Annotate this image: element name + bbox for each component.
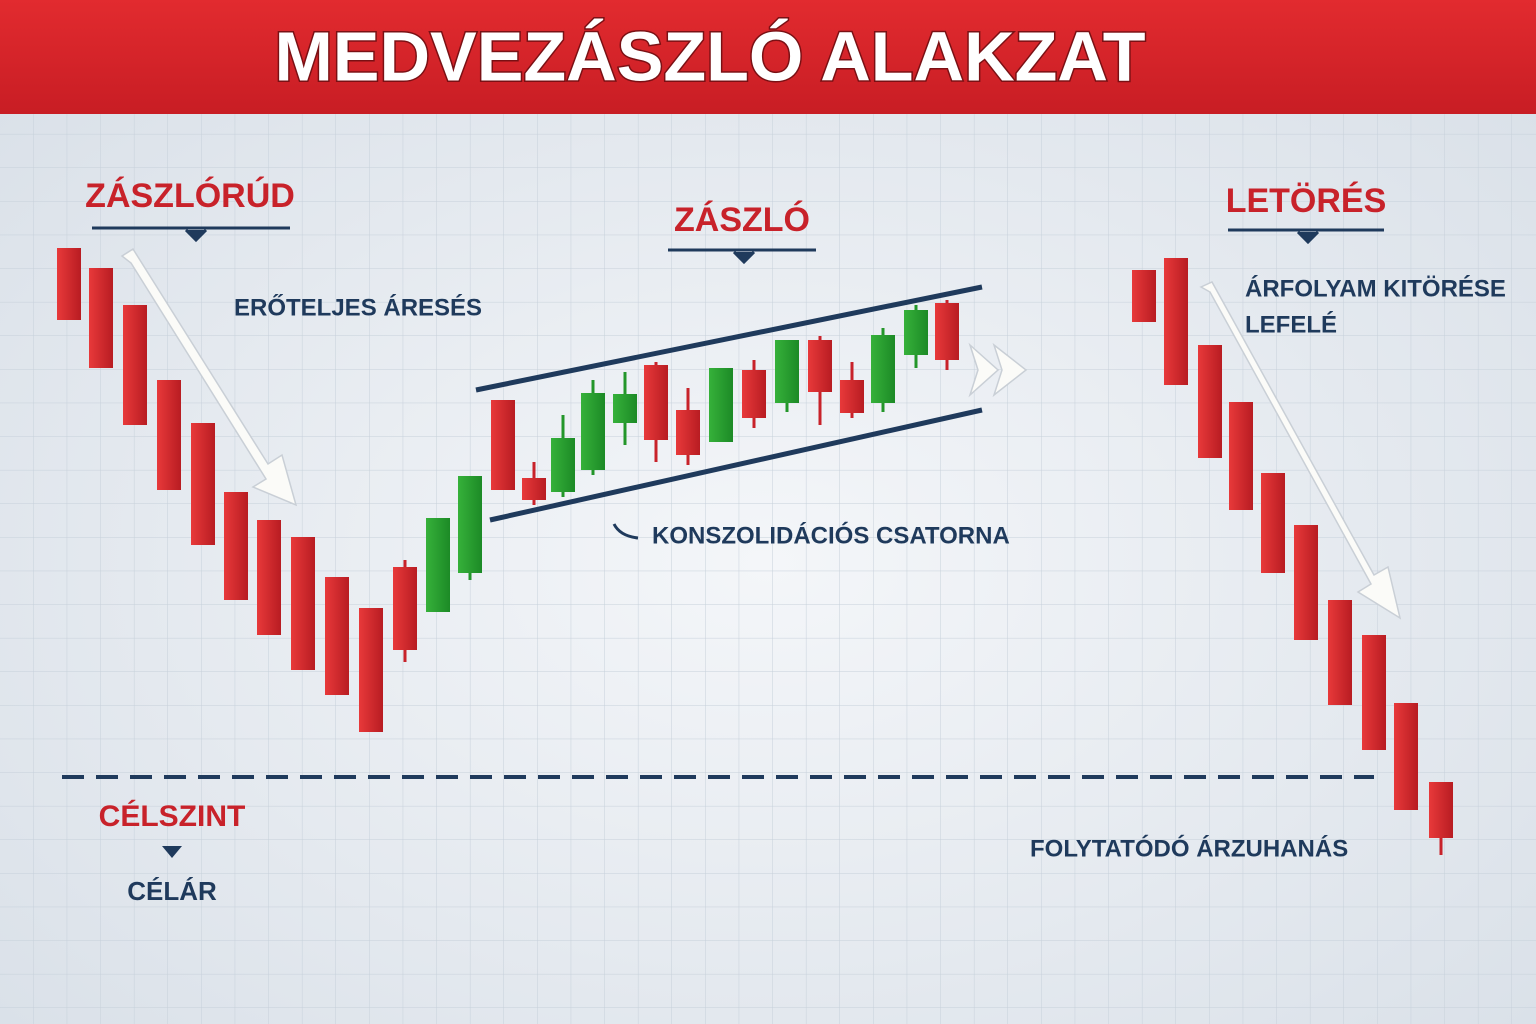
candle-body	[89, 268, 113, 368]
candle-body	[904, 310, 928, 355]
candle-body	[551, 438, 575, 492]
candle-body	[581, 393, 605, 470]
arrows	[120, 247, 1402, 620]
candle-body	[1328, 600, 1352, 705]
candle-body	[1132, 270, 1156, 322]
pole-pointer	[92, 226, 290, 243]
candle-body	[522, 478, 546, 500]
candle-body	[1229, 402, 1253, 510]
breakout-note: ÁRFOLYAM KITÖRÉSE	[1245, 274, 1506, 302]
flag-note-pointer	[612, 523, 639, 540]
candles	[57, 248, 1453, 855]
target-pointer	[162, 846, 182, 858]
candle-body	[291, 537, 315, 670]
candle-body	[1429, 782, 1453, 838]
candle-body	[644, 365, 668, 440]
breakout-pointer	[1228, 228, 1384, 245]
flag-label: ZÁSZLÓ	[674, 201, 810, 239]
candle-body	[613, 394, 637, 423]
candle-body	[491, 400, 515, 490]
candle-body	[808, 340, 832, 392]
target-note: CÉLÁR	[127, 876, 217, 906]
breakout-label: LETÖRÉS	[1226, 182, 1387, 220]
candle-body	[1394, 703, 1418, 810]
flag-pointer	[668, 248, 816, 265]
candle-body	[935, 303, 959, 360]
title: MEDVEZÁSZLÓ ALAKZAT	[274, 17, 1145, 95]
candle-body	[840, 380, 864, 413]
pole-note: ERŐTELJES ÁRESÉS	[234, 293, 482, 321]
candle-body	[871, 335, 895, 403]
candle-body	[775, 340, 799, 403]
candle-body	[191, 423, 215, 545]
candle-body	[1294, 525, 1318, 640]
candle-body	[458, 476, 482, 573]
channel-top	[475, 284, 983, 393]
candle-body	[57, 248, 81, 320]
candle-body	[676, 410, 700, 455]
candle-body	[1261, 473, 1285, 573]
continuation-note: FOLYTATÓDÓ ÁRZUHANÁS	[1030, 834, 1348, 862]
target-label: CÉLSZINT	[99, 799, 246, 833]
candle-body	[1362, 635, 1386, 750]
candle-body	[1198, 345, 1222, 458]
candle-body	[742, 370, 766, 418]
header-band	[0, 0, 1536, 114]
candle-body	[1164, 258, 1188, 385]
candle-body	[224, 492, 248, 600]
flag-note: KONSZOLIDÁCIÓS CSATORNA	[652, 521, 1010, 549]
pole-label: ZÁSZLÓRÚD	[85, 177, 295, 215]
labels: ZÁSZLÓRÚD ERŐTELJES ÁRESÉS ZÁSZLÓ KONSZO…	[85, 177, 1506, 906]
breakout-note: LEFELÉ	[1245, 310, 1337, 338]
candle-body	[393, 567, 417, 650]
candle-body	[157, 380, 181, 490]
candle-body	[257, 520, 281, 635]
candle-body	[426, 518, 450, 612]
candle-body	[123, 305, 147, 425]
channel-bottom	[489, 407, 983, 523]
candle-body	[359, 608, 383, 732]
candle-body	[325, 577, 349, 695]
candle-body	[709, 368, 733, 442]
